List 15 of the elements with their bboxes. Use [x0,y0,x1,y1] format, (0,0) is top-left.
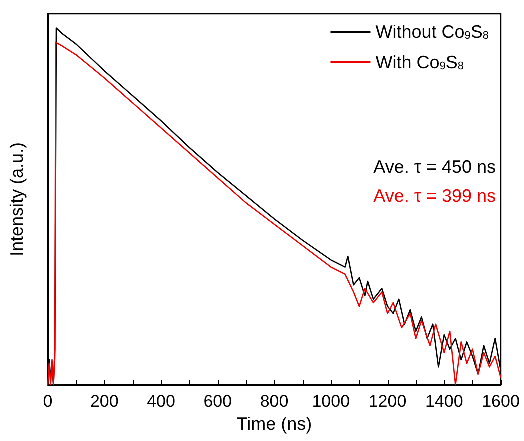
legend-label: Without Co9S8 [376,22,490,42]
x-tick-label: 1000 [312,392,350,411]
x-tick-label: 1200 [368,392,407,411]
annotation: Ave. τ = 399 ns [374,186,496,206]
x-tick-label: 1400 [425,392,464,411]
x-tick-label: 200 [90,392,119,411]
x-tick-label: 600 [204,392,232,411]
x-axis-title: Time (ns) [236,414,312,434]
x-tick-label: 800 [260,392,289,411]
annotation: Ave. τ = 450 ns [374,157,496,177]
x-tick-label: 400 [147,392,176,411]
y-axis-title: Intensity (a.u.) [7,142,27,257]
x-tick-label: 0 [43,392,53,411]
x-tick-label: 1600 [482,392,520,411]
legend-label: With Co9S8 [376,52,464,72]
